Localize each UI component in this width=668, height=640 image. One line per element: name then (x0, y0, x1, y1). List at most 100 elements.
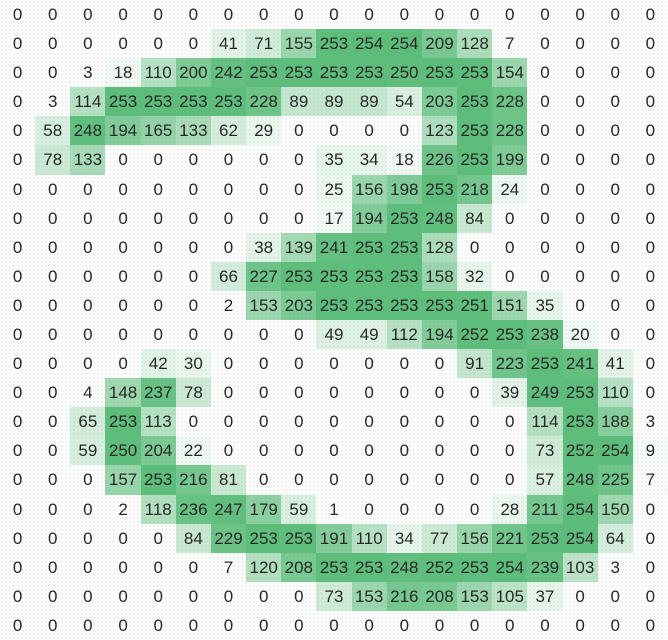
heatmap-cell[interactable]: 0 (140, 203, 176, 233)
heatmap-cell[interactable]: 253 (105, 87, 141, 117)
heatmap-cell[interactable]: 0 (281, 145, 317, 175)
heatmap-cell[interactable]: 123 (421, 116, 458, 146)
heatmap-cell[interactable]: 252 (562, 436, 598, 466)
heatmap-cell[interactable]: 35 (316, 145, 352, 175)
heatmap-cell[interactable]: 0 (105, 0, 141, 30)
heatmap-cell[interactable]: 39 (492, 378, 528, 408)
heatmap-cell[interactable]: 0 (70, 320, 106, 350)
heatmap-cell[interactable]: 0 (140, 610, 176, 640)
heatmap-cell[interactable]: 0 (0, 407, 36, 437)
heatmap-cell[interactable]: 252 (457, 320, 493, 350)
heatmap-cell[interactable]: 0 (562, 203, 598, 233)
heatmap-cell[interactable]: 0 (457, 494, 493, 524)
heatmap-cell[interactable]: 0 (421, 494, 458, 524)
heatmap-cell[interactable]: 0 (70, 552, 106, 582)
heatmap-cell[interactable]: 0 (632, 87, 668, 117)
heatmap-cell[interactable]: 253 (457, 58, 493, 88)
heatmap-cell[interactable]: 113 (140, 407, 176, 437)
heatmap-cell[interactable]: 0 (316, 610, 352, 640)
heatmap-cell[interactable]: 0 (316, 436, 352, 466)
heatmap-cell[interactable]: 228 (246, 87, 282, 117)
heatmap-cell[interactable]: 0 (210, 436, 247, 466)
heatmap-cell[interactable]: 0 (562, 290, 598, 320)
heatmap-cell[interactable]: 57 (527, 465, 563, 495)
heatmap-cell[interactable]: 25 (316, 174, 352, 204)
heatmap-cell[interactable]: 34 (351, 145, 387, 175)
heatmap-cell[interactable]: 0 (246, 0, 282, 30)
heatmap-cell[interactable]: 0 (597, 145, 633, 175)
heatmap-cell[interactable]: 253 (316, 290, 352, 320)
heatmap-cell[interactable]: 0 (105, 145, 141, 175)
heatmap-cell[interactable]: 0 (246, 465, 282, 495)
heatmap-cell[interactable]: 0 (210, 407, 247, 437)
heatmap-cell[interactable]: 0 (316, 349, 352, 379)
heatmap-cell[interactable]: 0 (351, 349, 387, 379)
heatmap-cell[interactable]: 0 (632, 349, 668, 379)
heatmap-cell[interactable]: 209 (421, 29, 458, 59)
heatmap-cell[interactable]: 2 (105, 494, 141, 524)
heatmap-cell[interactable]: 0 (210, 349, 247, 379)
heatmap-cell[interactable]: 0 (70, 581, 106, 611)
heatmap-cell[interactable]: 89 (281, 87, 317, 117)
heatmap-cell[interactable]: 158 (421, 261, 458, 291)
heatmap-cell[interactable]: 249 (527, 378, 563, 408)
heatmap-cell[interactable]: 203 (281, 290, 317, 320)
heatmap-cell[interactable]: 0 (421, 610, 458, 640)
heatmap-cell[interactable]: 7 (632, 465, 668, 495)
heatmap-cell[interactable]: 0 (35, 610, 71, 640)
heatmap-cell[interactable]: 30 (175, 349, 211, 379)
heatmap-cell[interactable]: 179 (246, 494, 282, 524)
heatmap-cell[interactable]: 253 (386, 261, 422, 291)
heatmap-cell[interactable]: 0 (386, 407, 422, 437)
heatmap-cell[interactable]: 248 (386, 552, 422, 582)
heatmap-cell[interactable]: 0 (105, 320, 141, 350)
heatmap-cell[interactable]: 216 (175, 465, 211, 495)
heatmap-cell[interactable]: 0 (210, 232, 247, 262)
heatmap-cell[interactable]: 0 (175, 552, 211, 582)
heatmap-cell[interactable]: 253 (421, 290, 458, 320)
heatmap-cell[interactable]: 0 (632, 203, 668, 233)
heatmap-cell[interactable]: 78 (175, 378, 211, 408)
heatmap-cell[interactable]: 0 (246, 145, 282, 175)
heatmap-cell[interactable]: 0 (35, 581, 71, 611)
heatmap-cell[interactable]: 0 (386, 436, 422, 466)
heatmap-cell[interactable]: 0 (35, 0, 71, 30)
heatmap-cell[interactable]: 253 (316, 58, 352, 88)
heatmap-cell[interactable]: 20 (562, 320, 598, 350)
heatmap-cell[interactable]: 0 (492, 0, 528, 30)
heatmap-cell[interactable]: 0 (492, 203, 528, 233)
heatmap-cell[interactable]: 0 (457, 436, 493, 466)
heatmap-cell[interactable]: 0 (246, 320, 282, 350)
heatmap-cell[interactable]: 0 (527, 116, 563, 146)
heatmap-cell[interactable]: 0 (632, 145, 668, 175)
heatmap-cell[interactable]: 253 (457, 552, 493, 582)
heatmap-cell[interactable]: 1 (316, 494, 352, 524)
heatmap-cell[interactable]: 253 (316, 29, 352, 59)
heatmap-cell[interactable]: 0 (35, 523, 71, 553)
heatmap-cell[interactable]: 253 (386, 203, 422, 233)
heatmap-cell[interactable]: 54 (386, 87, 422, 117)
heatmap-cell[interactable]: 0 (35, 552, 71, 582)
heatmap-cell[interactable]: 0 (210, 610, 247, 640)
heatmap-cell[interactable]: 0 (70, 232, 106, 262)
heatmap-cell[interactable]: 0 (0, 145, 36, 175)
heatmap-cell[interactable]: 247 (210, 494, 247, 524)
heatmap-cell[interactable]: 0 (421, 349, 458, 379)
heatmap-cell[interactable]: 0 (351, 436, 387, 466)
heatmap-cell[interactable]: 65 (70, 407, 106, 437)
heatmap-cell[interactable]: 0 (421, 378, 458, 408)
heatmap-cell[interactable]: 0 (632, 261, 668, 291)
heatmap-cell[interactable]: 0 (35, 174, 71, 204)
heatmap-cell[interactable]: 0 (527, 0, 563, 30)
heatmap-cell[interactable]: 0 (632, 552, 668, 582)
heatmap-cell[interactable]: 0 (527, 610, 563, 640)
heatmap-cell[interactable]: 0 (0, 203, 36, 233)
heatmap-cell[interactable]: 0 (492, 465, 528, 495)
heatmap-cell[interactable]: 0 (457, 407, 493, 437)
heatmap-cell[interactable]: 0 (597, 116, 633, 146)
heatmap-cell[interactable]: 253 (386, 232, 422, 262)
heatmap-cell[interactable]: 3 (597, 552, 633, 582)
heatmap-cell[interactable]: 216 (386, 581, 422, 611)
heatmap-cell[interactable]: 42 (140, 349, 176, 379)
heatmap-cell[interactable]: 0 (562, 610, 598, 640)
